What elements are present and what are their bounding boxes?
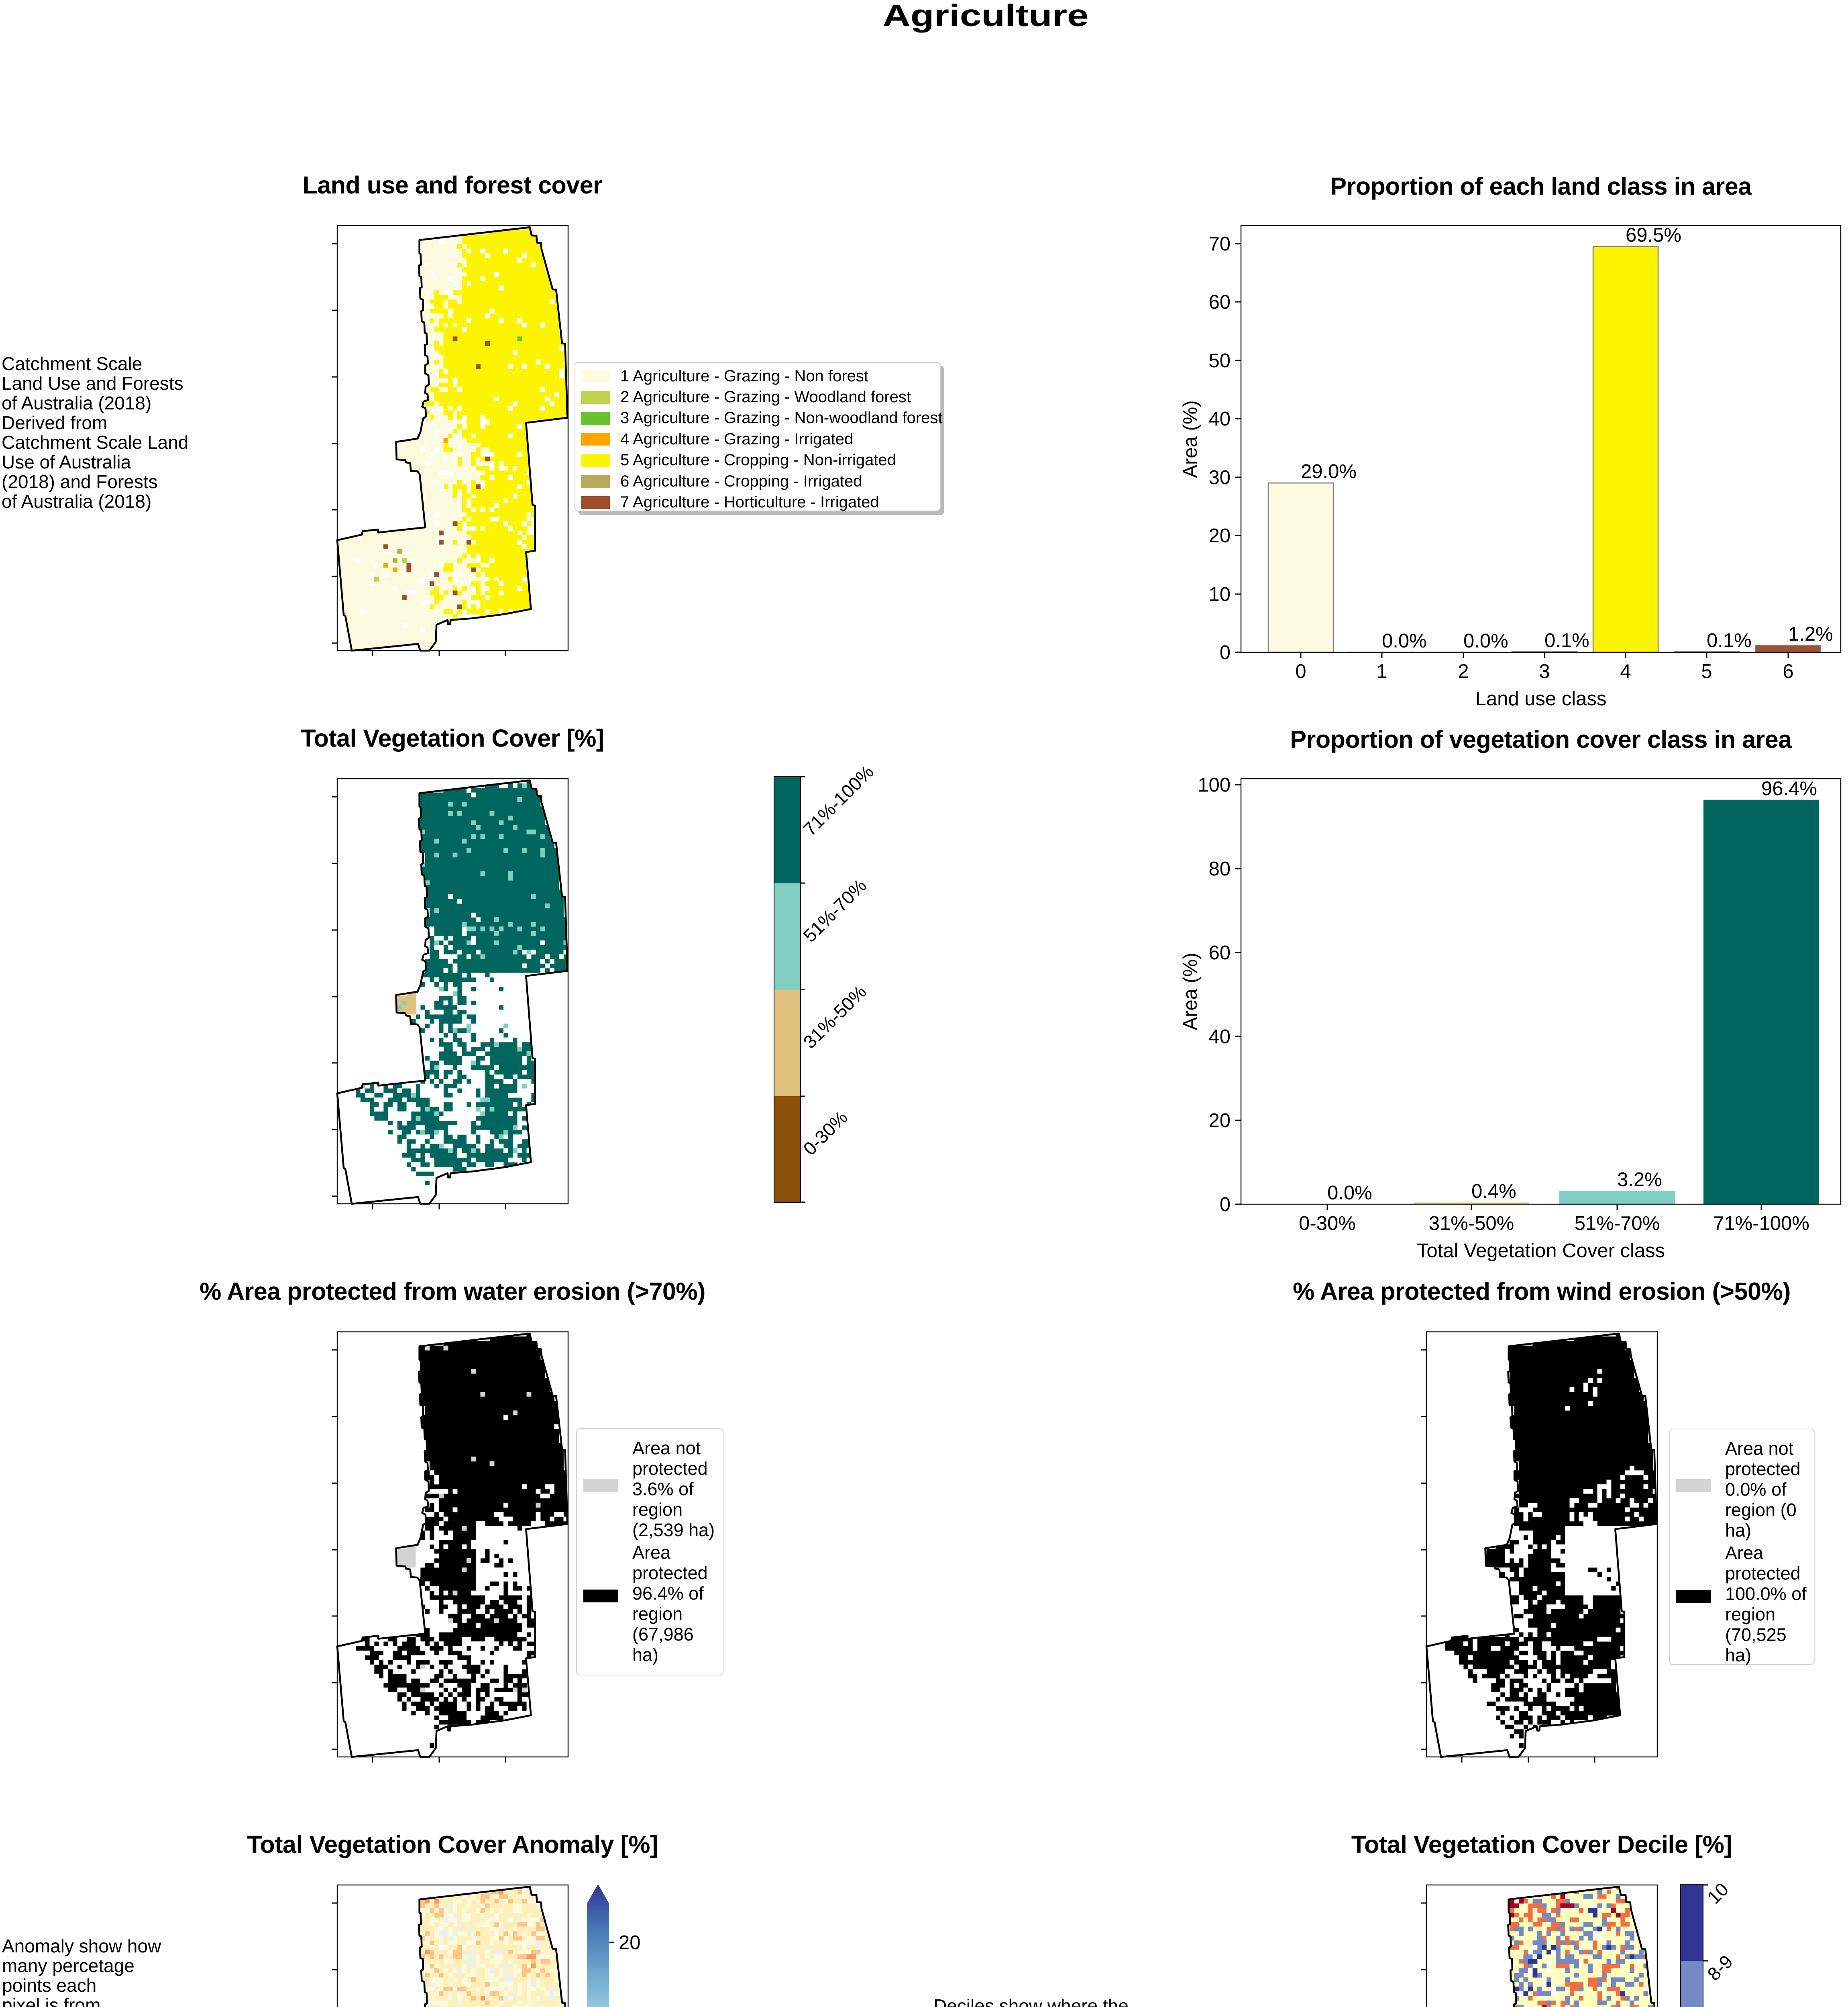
svg-text:29.0%: 29.0%: [1301, 461, 1357, 482]
svg-text:70: 70: [1208, 233, 1231, 255]
svg-text:Proportion of vegetation cover: Proportion of vegetation cover class in …: [1290, 726, 1792, 753]
svg-text:60: 60: [1208, 291, 1231, 313]
svg-text:Total Vegetation Cover class: Total Vegetation Cover class: [1417, 1240, 1665, 1262]
svg-text:8-9: 8-9: [1703, 1951, 1737, 1985]
svg-text:Area (%): Area (%): [1180, 953, 1201, 1030]
svg-text:0.0%: 0.0%: [1382, 630, 1427, 652]
svg-text:80: 80: [1208, 858, 1231, 880]
svg-text:40: 40: [1208, 408, 1231, 430]
svg-text:0-30%: 0-30%: [1299, 1213, 1356, 1234]
svg-text:20: 20: [619, 1932, 641, 1954]
svg-text:Area (%): Area (%): [1180, 400, 1201, 478]
svg-text:69.5%: 69.5%: [1626, 224, 1681, 246]
svg-text:3.2%: 3.2%: [1617, 1169, 1662, 1191]
svg-text:6: 6: [1783, 661, 1793, 682]
svg-text:51%-70%: 51%-70%: [1575, 1213, 1660, 1234]
svg-text:20: 20: [1208, 525, 1231, 547]
svg-text:0-30%: 0-30%: [799, 1107, 852, 1159]
svg-text:60: 60: [1208, 942, 1231, 964]
svg-text:71%-100%: 71%-100%: [799, 761, 878, 840]
svg-text:0.0%: 0.0%: [1463, 630, 1508, 652]
svg-text:0: 0: [1295, 661, 1306, 682]
svg-text:5: 5: [1701, 661, 1712, 682]
svg-text:10: 10: [1208, 584, 1231, 605]
svg-text:0: 0: [1220, 1194, 1231, 1215]
svg-text:1: 1: [1376, 661, 1387, 682]
svg-text:3: 3: [1539, 661, 1550, 682]
svg-text:Land use class: Land use class: [1475, 688, 1607, 710]
svg-text:0.4%: 0.4%: [1471, 1181, 1516, 1202]
svg-text:0.1%: 0.1%: [1544, 630, 1589, 651]
svg-text:96.4%: 96.4%: [1761, 778, 1817, 800]
svg-text:0: 0: [1220, 642, 1231, 664]
svg-text:31%-50%: 31%-50%: [1429, 1213, 1514, 1234]
svg-text:51%-70%: 51%-70%: [799, 875, 870, 946]
svg-text:20: 20: [1208, 1110, 1231, 1132]
svg-text:0.1%: 0.1%: [1707, 630, 1752, 651]
svg-text:31%-50%: 31%-50%: [799, 981, 870, 1052]
svg-text:1.2%: 1.2%: [1788, 623, 1833, 645]
svg-text:10: 10: [1703, 1879, 1732, 1908]
svg-text:4: 4: [1620, 661, 1631, 682]
svg-text:0.0%: 0.0%: [1327, 1182, 1372, 1204]
svg-text:71%-100%: 71%-100%: [1713, 1213, 1809, 1234]
svg-text:Proportion of each land class: Proportion of each land class in area: [1330, 173, 1752, 200]
svg-text:30: 30: [1208, 467, 1231, 489]
svg-text:50: 50: [1208, 350, 1231, 372]
svg-text:40: 40: [1208, 1026, 1231, 1048]
svg-text:100: 100: [1198, 774, 1231, 796]
svg-text:2: 2: [1458, 661, 1469, 682]
